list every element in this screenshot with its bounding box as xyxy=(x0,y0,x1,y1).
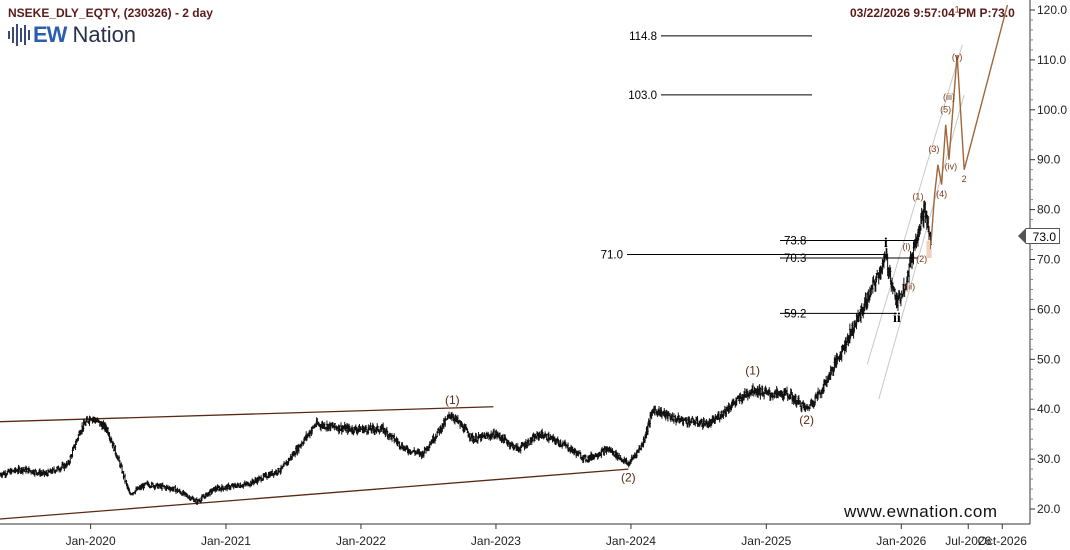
level-label: 103.0 xyxy=(628,90,657,102)
wave-projection-path xyxy=(930,4,1009,245)
last-price-marker: 73.0 xyxy=(1018,228,1060,244)
y-tick-label: 60.0 xyxy=(1037,302,1061,316)
header-timestamp: 03/22/2026 9:57:04 PM P:73.0 xyxy=(850,6,1015,20)
wave-label: (2) xyxy=(621,471,636,485)
symbol-label: NSEKE_DLY_EQTY, (230326) - 2 day xyxy=(8,6,213,20)
x-tick-label: Jan-2022 xyxy=(336,534,386,548)
y-tick-label: 50.0 xyxy=(1037,352,1061,366)
channel-line xyxy=(878,94,965,400)
level-label: 114.8 xyxy=(629,31,657,43)
wave-label: (5) xyxy=(940,104,951,114)
wave-label: (ii) xyxy=(905,281,915,291)
wave-label: (2) xyxy=(799,413,814,427)
wave-label: (2) xyxy=(916,254,927,264)
last-price-text: P:73.0 xyxy=(979,6,1015,20)
y-tick-label: 20.0 xyxy=(1037,502,1061,516)
y-tick-label: 90.0 xyxy=(1037,153,1061,167)
x-tick-label: Oct-2026 xyxy=(978,534,1028,548)
channel-line xyxy=(866,44,963,365)
x-tick-label: Jan-2024 xyxy=(606,534,656,548)
logo-nation-text: Nation xyxy=(72,22,137,47)
y-tick-label: 100.0 xyxy=(1037,103,1067,117)
level-label: 73.8 xyxy=(784,236,806,248)
ewnation-logo: EW Nation xyxy=(8,22,136,48)
y-tick-label: 70.0 xyxy=(1037,253,1061,267)
x-tick-label: Jan-2021 xyxy=(201,534,251,548)
x-tick-label: Jan-2025 xyxy=(741,534,791,548)
x-tick-label: Jul-2026 xyxy=(945,534,991,548)
wave-label: 2 xyxy=(962,174,967,184)
triangle-trendline xyxy=(0,468,629,520)
wave-label: (v) xyxy=(952,52,963,62)
wave-label: 1 xyxy=(955,4,960,14)
wave-label: (4) xyxy=(936,189,947,199)
logo-ew-text: EW xyxy=(33,22,67,47)
wave-label: (iii) xyxy=(943,92,955,102)
triangle-trendline xyxy=(0,406,494,423)
x-tick-label: Jan-2026 xyxy=(876,534,926,548)
y-tick-label: 40.0 xyxy=(1037,402,1061,416)
wave-label: (3) xyxy=(928,144,939,154)
wave-label: (i) xyxy=(902,242,910,252)
x-tick-label: Jan-2023 xyxy=(471,534,521,548)
logo-bars-icon xyxy=(8,24,30,46)
y-tick-label: 80.0 xyxy=(1037,203,1061,217)
wave-label: i xyxy=(884,236,888,251)
website-watermark: www.ewnation.com xyxy=(844,502,998,521)
level-label: 70.3 xyxy=(784,253,806,265)
wave-label: ii xyxy=(893,311,901,326)
y-tick-label: 30.0 xyxy=(1037,452,1061,466)
y-tick-label: 110.0 xyxy=(1037,53,1066,67)
x-tick-label: Jan-2020 xyxy=(66,534,116,548)
wave-label: (1) xyxy=(745,363,760,377)
wave-label: (iv) xyxy=(945,162,958,172)
wave-label: (1) xyxy=(445,393,460,407)
level-label: 71.0 xyxy=(601,250,623,262)
wave-label: (1) xyxy=(912,192,923,202)
y-tick-label: 120.0 xyxy=(1037,3,1067,17)
target-zone xyxy=(926,240,932,259)
timestamp-text: 03/22/2026 9:57:04 PM xyxy=(850,6,977,20)
level-label: 59.2 xyxy=(784,308,806,320)
